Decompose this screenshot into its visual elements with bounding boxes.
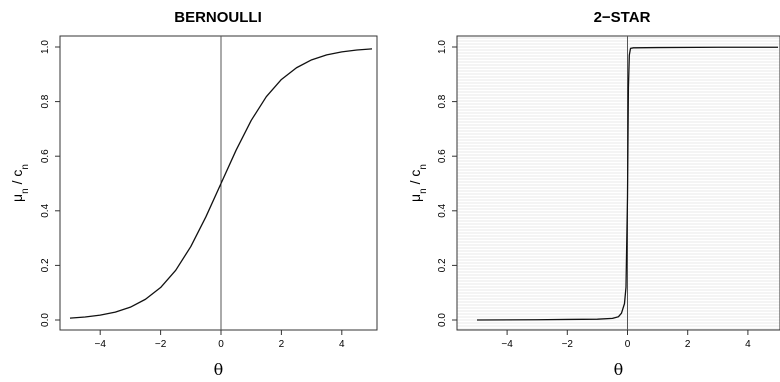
x-tick-label: −2	[562, 339, 574, 350]
y-axis-label-part: μ	[407, 194, 423, 202]
y-tick-label: 0.0	[40, 313, 51, 327]
x-tick-label: 2	[685, 339, 691, 350]
y-tick-label: 0.8	[40, 94, 51, 108]
y-axis-label-part: n	[20, 188, 31, 194]
series-line	[476, 46, 778, 321]
x-tick-label: 4	[339, 339, 345, 350]
x-tick-label: 0	[625, 339, 631, 350]
x-axis-label: θ	[614, 360, 624, 379]
y-axis-label-part: n	[20, 164, 31, 170]
chart-panel-1: BERNOULLI −4 −2 0 2 4 0.0 0.2 0.4 0.6 0.8 1.0 θ μn / …	[9, 9, 378, 379]
x-tick-label: −2	[155, 339, 167, 350]
y-axis-label-part: n	[418, 164, 429, 170]
x-tick-label: −4	[501, 339, 513, 350]
y-tick-label: 0.6	[437, 149, 448, 163]
plot-frame	[59, 35, 378, 331]
chart-title: BERNOULLI	[174, 9, 262, 26]
series-line	[69, 48, 373, 319]
y-axis-label-part: /	[9, 177, 25, 189]
chart-title: 2−STAR	[594, 9, 651, 26]
y-axis-label-part: c	[407, 170, 423, 177]
y-tick-label: 0.4	[40, 203, 51, 217]
y-axis-label-part: /	[407, 177, 423, 189]
y-axis-label-part: n	[418, 188, 429, 194]
y-axis-label: μn / cn	[9, 164, 31, 202]
y-tick-label: 0.2	[40, 258, 51, 272]
grid-lines	[457, 37, 780, 330]
y-tick-label: 1.0	[437, 40, 448, 54]
y-axis-label-part: μ	[9, 194, 25, 202]
y-tick-label: 0.4	[437, 203, 448, 217]
y-tick-label: 0.6	[40, 149, 51, 163]
x-tick-label: 0	[218, 339, 224, 350]
x-tick-label: 2	[279, 339, 285, 350]
x-axis-label: θ	[214, 360, 224, 379]
y-axis-label: μn / cn	[407, 164, 429, 202]
x-tick-label: 4	[745, 339, 751, 350]
y-tick-label: 0.0	[437, 313, 448, 327]
y-tick-label: 0.2	[437, 258, 448, 272]
x-tick-label: −4	[94, 339, 106, 350]
y-tick-label: 1.0	[40, 40, 51, 54]
plot-frame	[456, 35, 780, 331]
y-axis-label-part: c	[9, 170, 25, 177]
y-tick-label: 0.8	[437, 94, 448, 108]
